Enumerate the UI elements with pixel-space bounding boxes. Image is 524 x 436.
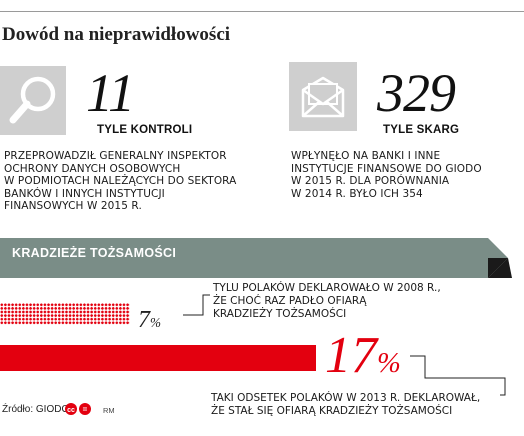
section-banner bbox=[0, 238, 512, 278]
stat-label-complaints: TYLE SKARG bbox=[383, 124, 460, 136]
top-rule bbox=[0, 11, 524, 12]
stat-description-complaints: WPŁYNĘŁO NA BANKI I INNE INSTYTUCJE FINA… bbox=[291, 150, 482, 200]
description-line: W 2014 R. BYŁO ICH 354 bbox=[291, 187, 423, 200]
description-line: FINANSOWYCH W 2015 R. bbox=[4, 200, 142, 213]
creative-commons-icon: cc = bbox=[65, 403, 91, 415]
note-line: KRADZIEŻY TOŻSAMOŚCI bbox=[213, 307, 347, 320]
note-2013: TAKI ODSETEK POLAKÓW W 2013 R. DEKLAROWA… bbox=[211, 392, 480, 418]
svg-text:=: = bbox=[83, 405, 88, 414]
brand-label: RM bbox=[103, 406, 115, 415]
bar-2008 bbox=[0, 303, 130, 325]
note-line: TYLU POLAKÓW DEKLAROWAŁO W 2008 R., bbox=[213, 282, 441, 294]
note-2008: TYLU POLAKÓW DEKLAROWAŁO W 2008 R., ŻE C… bbox=[213, 282, 441, 320]
description-line: INSTYTUCJE FINANSOWE DO GIODO bbox=[291, 162, 482, 175]
value-label-2013: 17% bbox=[325, 330, 401, 382]
note-line: TAKI ODSETEK POLAKÓW W 2013 R. DEKLAROWA… bbox=[211, 392, 481, 404]
magnifier-icon bbox=[0, 66, 66, 135]
stat-number-controls: 11 bbox=[86, 63, 135, 123]
description-line: W PODMIOTACH NALEŻĄCYCH DO SEKTORA bbox=[4, 175, 237, 188]
description-line: WPŁYNĘŁO NA BANKI I INNE bbox=[291, 150, 441, 162]
envelope-icon bbox=[289, 62, 357, 131]
description-line: W 2015 R. DLA PORÓWNANIA bbox=[291, 175, 450, 188]
description-line: OCHRONY DANYCH OSOBOWYCH bbox=[4, 162, 181, 175]
value-number: 7 bbox=[138, 307, 150, 333]
description-line: BANKÓW I INNYCH INSTYTUCJI bbox=[4, 187, 165, 200]
headline: Dowód na nieprawidłowości bbox=[2, 24, 231, 45]
stat-description-controls: PRZEPROWADZIŁ GENERALNY INSPEKTOR OCHRON… bbox=[4, 150, 236, 213]
svg-text:cc: cc bbox=[67, 407, 75, 414]
source-label: Źródło: GIODO bbox=[2, 404, 70, 415]
stat-label-controls: TYLE KONTROLI bbox=[97, 124, 193, 136]
value-label-2008: 7% bbox=[138, 308, 161, 332]
stat-number-complaints: 329 bbox=[377, 63, 456, 123]
value-number: 17 bbox=[325, 327, 377, 384]
percent-sign: % bbox=[150, 315, 161, 330]
note-line: ŻE CHOĆ RAZ PADŁO OFIARĄ bbox=[213, 294, 367, 307]
description-line: PRZEPROWADZIŁ GENERALNY INSPEKTOR bbox=[4, 150, 227, 162]
bar-2013 bbox=[0, 345, 316, 371]
section-title: KRADZIEŻE TOŻSAMOŚCI bbox=[12, 246, 177, 260]
percent-sign: % bbox=[377, 348, 401, 379]
note-line: ŻE STAŁ SIĘ OFIARĄ KRADZIEŻY TOŻSAMOŚCI bbox=[211, 404, 453, 417]
